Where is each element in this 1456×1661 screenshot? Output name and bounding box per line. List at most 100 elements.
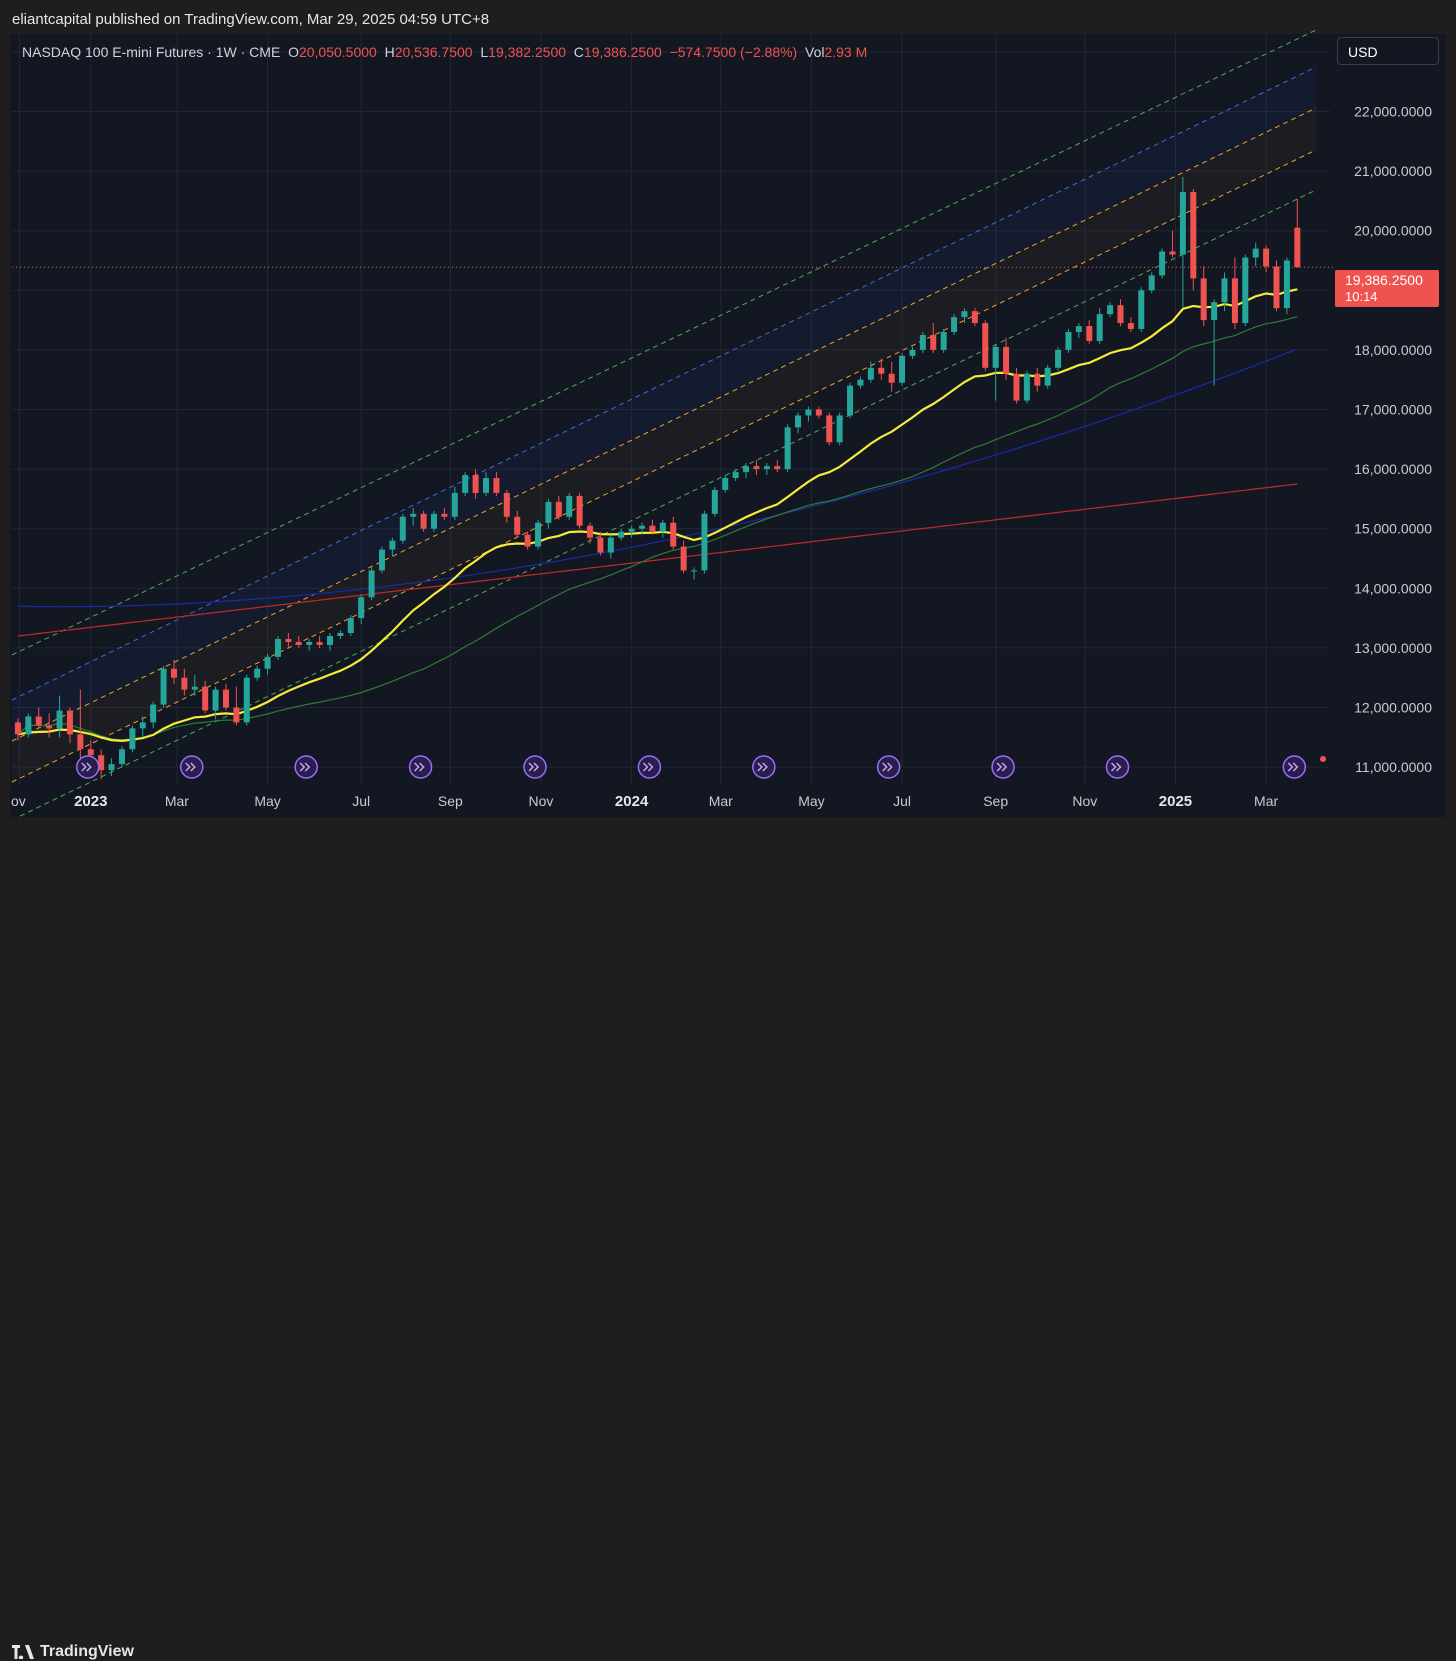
candle-body xyxy=(139,722,146,729)
candle xyxy=(847,382,854,419)
channel-mid-fill xyxy=(12,108,1316,782)
notification-dot xyxy=(1320,756,1326,762)
candle xyxy=(1044,364,1051,389)
candle-body xyxy=(233,707,240,723)
x-tick-label: Sep xyxy=(438,793,463,809)
candle-body xyxy=(1273,266,1280,309)
candle xyxy=(774,460,781,473)
x-tick-label: 2023 xyxy=(74,793,107,810)
marker-arrows xyxy=(185,762,196,772)
candle xyxy=(35,707,42,729)
x-tick-label: ov xyxy=(11,793,26,809)
candle-body xyxy=(1055,349,1062,368)
candle-body xyxy=(1221,278,1228,303)
candle-body xyxy=(618,531,625,538)
price-chart[interactable]: 11,000.0000 12,000.0000 13,000.0000 14,000.… xyxy=(0,0,1456,857)
candle xyxy=(732,469,739,482)
candle-body xyxy=(555,501,562,517)
candle-body xyxy=(1023,373,1030,401)
candle xyxy=(1283,257,1290,315)
y-tick-label: 21,000.0000 xyxy=(1354,163,1432,179)
candle-body xyxy=(1169,251,1176,255)
candle xyxy=(763,463,770,476)
price-axis: 11,000.0000 12,000.0000 13,000.0000 14,000.… xyxy=(1354,44,1432,775)
candle-body xyxy=(1003,346,1010,374)
candle xyxy=(56,695,63,738)
candle xyxy=(545,498,552,529)
y-tick-label: 11,000.0000 xyxy=(1355,759,1432,775)
earnings-marker-icon xyxy=(180,755,204,779)
candle-body xyxy=(503,492,510,517)
candle-body xyxy=(867,367,874,380)
candle xyxy=(701,510,708,574)
candle xyxy=(992,343,999,401)
candle xyxy=(46,713,53,738)
candle-body xyxy=(930,334,937,350)
candle xyxy=(202,680,209,714)
candle xyxy=(160,665,167,708)
candle xyxy=(1034,367,1041,392)
candle-body xyxy=(483,478,490,493)
open-value: 20,050.5000 xyxy=(298,44,377,60)
candle-body xyxy=(87,749,94,756)
candle-body xyxy=(1242,257,1249,324)
open-label: O xyxy=(288,44,299,60)
candle-body xyxy=(1034,373,1041,386)
candle-body xyxy=(628,528,635,532)
candle xyxy=(1117,299,1124,327)
x-tick-label: Nov xyxy=(529,793,554,809)
candle xyxy=(680,540,687,574)
candle-body xyxy=(795,415,802,428)
tradingview-brand[interactable]: TradingView xyxy=(12,1643,134,1661)
candle-body xyxy=(316,641,323,645)
candle-body xyxy=(129,728,136,750)
candle-body xyxy=(378,549,385,571)
candle xyxy=(441,507,448,520)
channel-outer-upper xyxy=(11,29,1317,656)
candle-body xyxy=(170,668,177,678)
earnings-marker-icon xyxy=(523,755,547,779)
candle xyxy=(264,653,271,675)
candle-body xyxy=(472,475,479,493)
earnings-marker-icon xyxy=(76,755,100,779)
currency-button[interactable]: USD xyxy=(1337,37,1439,65)
candle xyxy=(888,361,895,392)
candle xyxy=(691,567,698,580)
low-value: 19,382.2500 xyxy=(488,44,567,60)
candle-body xyxy=(1263,248,1270,267)
candle-body xyxy=(66,710,73,735)
marker-arrows xyxy=(1110,762,1122,772)
candle-body xyxy=(545,501,552,523)
x-tick-label: Nov xyxy=(1072,793,1097,809)
earnings-marker-icon xyxy=(294,755,318,779)
candle-body xyxy=(399,516,406,541)
candle-body xyxy=(1044,367,1051,386)
candle-body xyxy=(1138,290,1145,330)
candle-body xyxy=(1200,278,1207,321)
low-label: L xyxy=(480,44,489,60)
candle xyxy=(337,630,344,639)
candle xyxy=(919,332,926,353)
x-tick-label: May xyxy=(798,793,824,809)
candle-body xyxy=(1117,305,1124,324)
candle-body xyxy=(1013,373,1020,401)
candle xyxy=(254,665,261,681)
candle xyxy=(1138,287,1145,333)
candle-body xyxy=(1127,323,1134,330)
candle xyxy=(514,510,521,538)
moving-averages xyxy=(17,288,1298,743)
candle-body xyxy=(992,346,999,368)
candle xyxy=(430,510,437,532)
earnings-marker-icon xyxy=(637,755,662,779)
candle-body xyxy=(222,689,229,708)
ohlc-legend: NASDAQ 100 E-mini Futures · 1W · CME O20… xyxy=(22,44,867,60)
candle xyxy=(170,659,177,684)
candle-body xyxy=(14,722,21,735)
candle xyxy=(826,412,833,446)
candle-body xyxy=(826,415,833,443)
y-tick-label: 15,000.0000 xyxy=(1354,521,1432,537)
candle xyxy=(1294,198,1301,268)
candle-body xyxy=(1294,227,1301,268)
change-value: −574.7500 (−2.88%) xyxy=(669,44,798,60)
ma50-line xyxy=(17,316,1298,741)
